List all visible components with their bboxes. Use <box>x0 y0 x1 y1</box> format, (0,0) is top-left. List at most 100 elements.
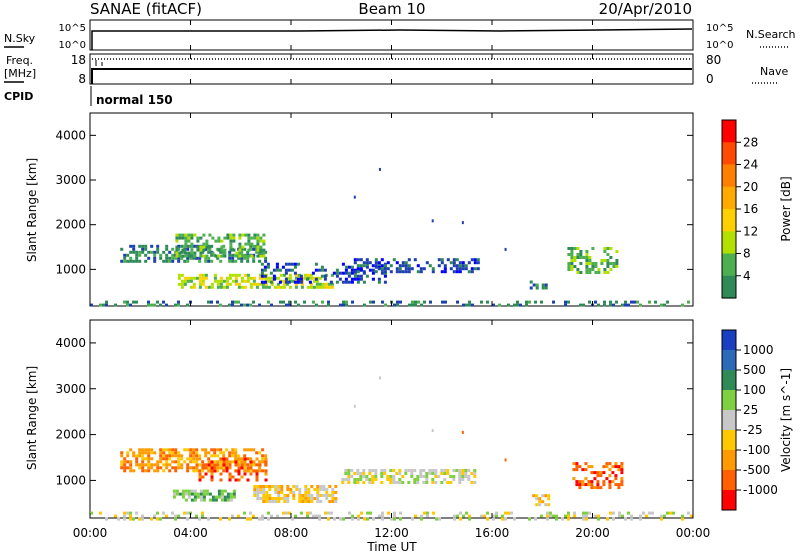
velocity-cell <box>575 483 579 487</box>
power-cell <box>443 270 447 274</box>
power-cell <box>120 259 124 263</box>
velocity-cell <box>347 472 351 475</box>
velocity-cell <box>357 517 360 521</box>
power-cell <box>208 233 212 237</box>
power-cell <box>256 236 260 240</box>
power-cell <box>129 250 133 254</box>
power-cell <box>228 273 232 277</box>
power-cell <box>156 250 160 254</box>
velocity-cell <box>268 485 272 488</box>
velocity-cell <box>252 469 256 473</box>
power-colorbar-swatch-4 <box>722 209 736 232</box>
power-cell <box>455 267 459 271</box>
velocity-cell <box>261 448 265 452</box>
velocity-cell <box>265 497 269 500</box>
power-cell <box>344 271 348 275</box>
velocity-cell <box>446 472 450 475</box>
velocity-cell <box>147 469 151 473</box>
velocity-cell <box>243 472 247 476</box>
velocity-cell <box>144 469 148 473</box>
power-cell <box>228 276 232 280</box>
velocity-cell <box>365 475 369 478</box>
velocity-cell <box>458 472 462 475</box>
velocity-cell <box>495 514 498 518</box>
power-cell <box>210 300 213 304</box>
velocity-cell <box>159 517 162 521</box>
velocity-cell <box>432 511 435 515</box>
velocity-cell <box>232 495 236 499</box>
power-cell <box>636 300 639 304</box>
velocity-cell <box>538 500 542 504</box>
velocity-cell <box>428 472 432 475</box>
power-cell <box>276 276 280 280</box>
velocity-cell <box>443 472 447 475</box>
power-cell <box>594 300 597 304</box>
power-cell <box>365 274 369 278</box>
power-cell <box>153 303 156 307</box>
velocity-cell <box>277 491 281 494</box>
velocity-cell <box>378 514 381 518</box>
power-cell <box>294 300 297 304</box>
power-cell <box>282 300 285 304</box>
power-cell <box>192 285 196 289</box>
power-cell <box>120 247 124 251</box>
velocity-cell <box>177 454 181 458</box>
power-cell <box>207 285 211 289</box>
velocity-cell <box>237 460 241 464</box>
power-cell <box>380 258 384 262</box>
velocity-cell <box>195 466 199 470</box>
velocity-cell <box>313 488 317 491</box>
velocity-cell <box>535 503 539 507</box>
power-cell <box>272 274 276 278</box>
power-cell <box>374 264 378 268</box>
velocity-cell <box>434 475 438 478</box>
velocity-cell <box>223 489 227 493</box>
power-cell <box>244 233 248 237</box>
velocity-cell <box>246 457 250 461</box>
power-cell <box>513 303 516 307</box>
power-isolated-point <box>461 221 464 225</box>
power-cell <box>369 300 372 304</box>
power-cell <box>342 300 345 304</box>
power-cell <box>267 300 270 304</box>
velocity-cell <box>156 517 159 521</box>
velocity-cell <box>199 498 203 502</box>
velocity-cell <box>465 511 468 515</box>
velocity-cell <box>258 451 262 455</box>
power-cell <box>247 236 251 240</box>
velocity-cell <box>602 483 606 487</box>
power-cell <box>204 285 208 289</box>
power-cell <box>606 253 610 256</box>
power-cell <box>201 276 205 280</box>
power-cell <box>309 285 313 289</box>
power-cell <box>339 303 342 307</box>
velocity-cell <box>593 477 597 481</box>
power-cell <box>441 300 444 304</box>
power-cell <box>204 273 208 277</box>
velocity-cell <box>620 483 624 487</box>
power-cell <box>356 280 360 284</box>
power-cell <box>175 245 179 249</box>
velocity-cell <box>614 462 618 466</box>
velocity-cell <box>286 485 290 488</box>
velocity-cell <box>231 514 234 518</box>
velocity-cell <box>220 489 224 493</box>
velocity-cell <box>126 454 130 458</box>
power-cell <box>353 274 357 278</box>
velocity-cell <box>186 511 189 515</box>
power-cell <box>350 268 354 272</box>
power-cell <box>187 233 191 237</box>
power-cell <box>147 250 151 254</box>
power-cell <box>237 256 241 260</box>
power-cell <box>252 253 256 257</box>
power-cell <box>299 277 303 281</box>
power-cell <box>129 244 133 248</box>
power-cell <box>567 268 571 271</box>
power-colorbar-swatch-6 <box>722 253 736 277</box>
power-cell <box>216 279 220 283</box>
velocity-cell <box>192 454 196 458</box>
velocity-cell <box>425 478 429 481</box>
velocity-isolated-point <box>461 430 464 434</box>
velocity-cell <box>277 494 281 497</box>
power-cell <box>249 285 253 289</box>
